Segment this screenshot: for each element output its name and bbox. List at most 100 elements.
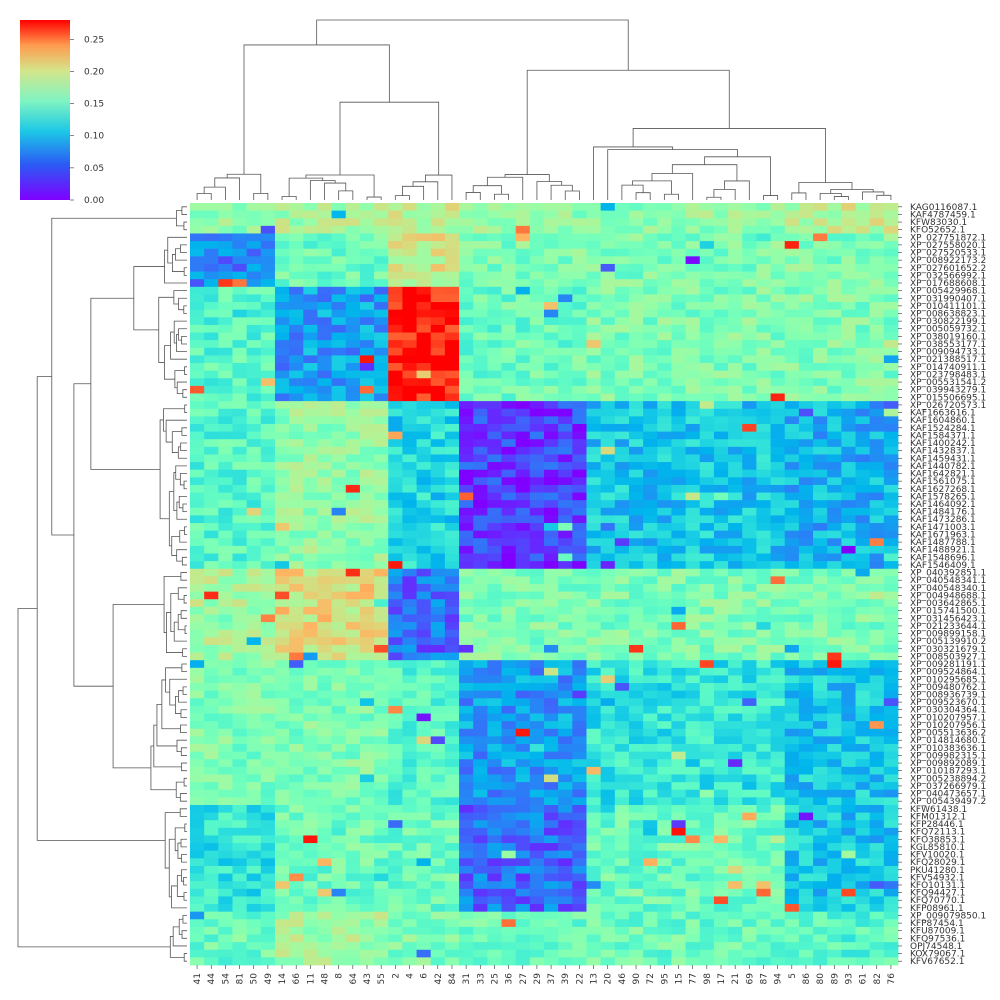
heatmap-cell: [813, 523, 828, 532]
heatmap-cell: [883, 660, 899, 669]
heatmap-cell: [218, 888, 233, 897]
heatmap-cell: [628, 271, 644, 280]
heatmap-cell: [274, 827, 290, 836]
heatmap-cell: [586, 439, 602, 448]
heatmap-cell: [784, 721, 800, 730]
heatmap-cell: [232, 896, 248, 905]
heatmap-cell: [501, 858, 517, 867]
dendrogram-link: [706, 196, 722, 200]
heatmap-cell: [204, 286, 219, 295]
heatmap-cell: [628, 721, 644, 730]
heatmap-cell: [827, 256, 842, 265]
heatmap-cell: [515, 820, 531, 829]
heatmap-cell: [374, 302, 389, 311]
heatmap-cell: [657, 774, 672, 783]
heatmap-cell: [473, 827, 488, 836]
heatmap-cell: [671, 538, 686, 547]
heatmap-cell: [359, 926, 375, 935]
heatmap-cell: [260, 599, 276, 608]
heatmap-cell: [374, 660, 389, 669]
heatmap-cell: [374, 751, 389, 760]
heatmap-cell: [473, 690, 488, 699]
heatmap-cell: [883, 584, 899, 593]
heatmap-cell: [614, 690, 630, 699]
heatmap-cell: [359, 911, 375, 920]
heatmap-cell: [671, 759, 686, 768]
heatmap-cell: [855, 850, 871, 859]
heatmap-cell: [274, 553, 290, 562]
heatmap-cell: [430, 736, 446, 745]
heatmap-cell: [190, 820, 205, 829]
heatmap-cell: [317, 667, 332, 676]
heatmap-cell: [345, 759, 361, 768]
heatmap-cell: [402, 683, 417, 692]
heatmap-cell: [728, 393, 743, 402]
heatmap-cell: [713, 477, 729, 486]
heatmap-cell: [643, 881, 658, 890]
heatmap-cell: [827, 225, 842, 234]
heatmap-cell: [572, 553, 587, 562]
heatmap-cell: [303, 271, 318, 280]
heatmap-cell: [544, 652, 559, 661]
heatmap-cell: [728, 431, 743, 440]
heatmap-cell: [487, 568, 502, 577]
heatmap-cell: [345, 203, 361, 212]
heatmap-cell: [204, 324, 219, 333]
heatmap-cell: [869, 644, 885, 653]
heatmap-cell: [572, 766, 587, 775]
heatmap-cell: [289, 256, 304, 265]
heatmap-cell: [813, 309, 828, 318]
heatmap-cell: [770, 439, 786, 448]
heatmap-cell: [600, 340, 616, 349]
heatmap-cell: [544, 279, 559, 288]
heatmap-cell: [657, 401, 672, 410]
heatmap-cell: [728, 370, 743, 379]
heatmap-cell: [600, 797, 616, 806]
heatmap-cell: [770, 523, 786, 532]
heatmap-cell: [331, 561, 347, 570]
heatmap-cell: [317, 317, 332, 326]
heatmap-cell: [572, 431, 587, 440]
heatmap-cell: [544, 515, 559, 524]
heatmap-cell: [388, 393, 403, 402]
heatmap-cell: [600, 782, 616, 791]
heatmap-cell: [657, 850, 672, 859]
heatmap-cell: [586, 782, 602, 791]
heatmap-cell: [317, 500, 332, 509]
heatmap-cell: [260, 606, 276, 615]
heatmap-cell: [473, 911, 488, 920]
dendrogram-link: [184, 823, 187, 833]
heatmap-cell: [246, 393, 262, 402]
heatmap-cell: [246, 401, 262, 410]
heatmap-cell: [232, 919, 248, 928]
heatmap-cell: [529, 416, 545, 425]
heatmap-cell: [529, 469, 545, 478]
heatmap-cell: [685, 728, 701, 737]
heatmap-cell: [756, 477, 771, 486]
heatmap-cell: [784, 683, 800, 692]
heatmap-cell: [770, 606, 786, 615]
heatmap-cell: [600, 568, 616, 577]
heatmap-cell: [218, 294, 233, 303]
heatmap-cell: [232, 820, 248, 829]
heatmap-cell: [487, 515, 502, 524]
heatmap-cell: [586, 492, 602, 501]
heatmap-cell: [402, 827, 417, 836]
heatmap-cell: [374, 401, 389, 410]
heatmap-cell: [473, 865, 488, 874]
heatmap-cell: [359, 408, 375, 417]
heatmap-cell: [331, 926, 347, 935]
heatmap-cell: [402, 408, 417, 417]
dendrogram-link: [182, 915, 187, 924]
heatmap-cell: [289, 911, 304, 920]
heatmap-cell: [487, 416, 502, 425]
heatmap-cell: [289, 408, 304, 417]
heatmap-cell: [473, 393, 488, 402]
heatmap-cell: [713, 446, 729, 455]
heatmap-cell: [501, 241, 517, 250]
heatmap-cell: [204, 896, 219, 905]
heatmap-cell: [614, 644, 630, 653]
heatmap-cell: [643, 652, 658, 661]
heatmap-cell: [529, 881, 545, 890]
heatmap-cell: [289, 401, 304, 410]
